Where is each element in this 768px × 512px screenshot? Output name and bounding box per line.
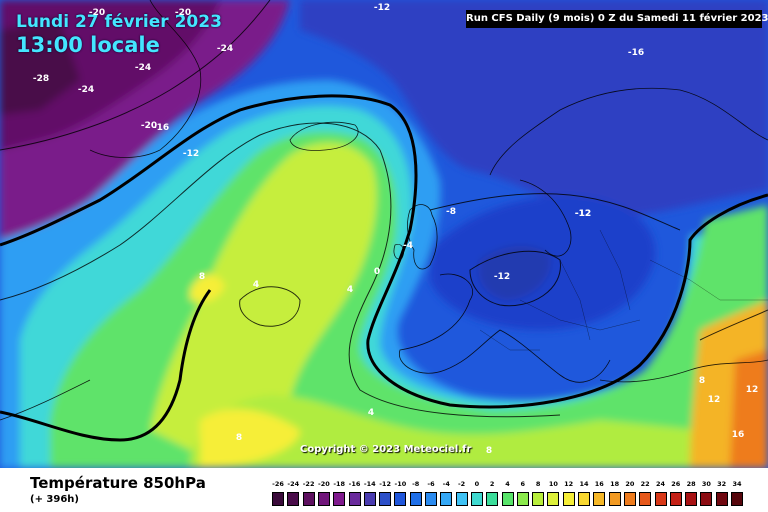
scale-swatch [715, 492, 728, 506]
isotherm-label: 8 [698, 376, 706, 386]
scale-swatch [669, 492, 682, 506]
isotherm-label: -8 [446, 207, 456, 217]
scale-swatch [394, 492, 407, 506]
scale-swatch [547, 492, 560, 506]
scale-swatch [562, 492, 575, 506]
scale-tick-label: 14 [579, 480, 589, 488]
scale-swatch [440, 492, 453, 506]
temperature-map [0, 0, 768, 468]
isotherm-label: -24 [77, 85, 95, 95]
scale-tick-label: -6 [427, 480, 435, 488]
scale-tick-label: -18 [333, 480, 346, 488]
scale-tick-label: -10 [394, 480, 407, 488]
scale-swatch [731, 492, 743, 506]
scale-tick-label: 24 [655, 480, 666, 488]
scale-tick-label: 4 [505, 480, 510, 488]
isotherm-label: 12 [707, 395, 721, 405]
scale-tick-label: 2 [489, 480, 495, 488]
isotherm-label: -24 [134, 63, 152, 73]
scale-tick-label: -24 [287, 480, 300, 488]
scale-swatch [425, 492, 437, 506]
scale-tick-label: 18 [610, 480, 620, 488]
isotherm-label: 0 [373, 267, 381, 277]
scale-swatch [287, 492, 300, 506]
scale-tick-label: -4 [442, 480, 450, 488]
scale-swatch [532, 492, 545, 506]
copyright-notice: Copyright © 2023 Meteociel.fr [300, 444, 472, 455]
isotherm-label: -20 [174, 8, 192, 18]
isotherm-label: 8 [198, 272, 206, 282]
scale-swatch [272, 492, 284, 506]
scale-swatch [348, 492, 361, 506]
scale-swatch [501, 492, 514, 506]
scale-tick-label: 8 [535, 480, 541, 488]
map-title: Température 850hPa [30, 474, 206, 492]
isotherm-label: 4 [346, 285, 354, 295]
scale-swatch [333, 492, 346, 506]
isotherm-label: 8 [485, 446, 493, 456]
isotherm-label: -24 [216, 44, 234, 54]
scale-tick-label: 34 [732, 480, 742, 488]
scale-tick-label: -20 [318, 480, 330, 488]
scale-swatch [608, 492, 621, 506]
scale-tick-label: 30 [701, 480, 711, 488]
isotherm-label: -4 [403, 241, 413, 251]
scale-swatch [486, 492, 499, 506]
scale-swatch [302, 492, 315, 506]
scale-tick-label: 12 [564, 480, 574, 488]
scale-tick-label: 6 [520, 480, 526, 488]
isotherm-label: -12 [493, 272, 511, 282]
scale-tick-label: -26 [272, 480, 284, 488]
isotherm-label: -12 [574, 209, 592, 219]
scale-swatch [623, 492, 636, 506]
isotherm-label: -12 [373, 3, 391, 13]
scale-tick-label: 16 [594, 480, 604, 488]
scale-tick-label: 32 [717, 480, 727, 488]
scale-tick-label: 0 [474, 480, 480, 488]
scale-tick-label: -14 [363, 480, 376, 488]
isotherm-label: 16 [731, 430, 745, 440]
scale-tick-label: 22 [640, 480, 650, 488]
isotherm-label: -16 [627, 48, 645, 58]
scale-swatch [379, 492, 392, 506]
isotherm-label: 12 [745, 385, 759, 395]
scale-tick-label: 26 [671, 480, 681, 488]
isotherm-label: -16 [152, 123, 170, 133]
scale-tick-label: -8 [412, 480, 420, 488]
forecast-time: 13:00 locale [16, 33, 160, 57]
scale-tick-label: -12 [379, 480, 391, 488]
scale-tick-label: -16 [348, 480, 361, 488]
isotherm-label: -28 [32, 74, 50, 84]
scale-swatch [700, 492, 713, 506]
forecast-offset: (+ 396h) [30, 494, 79, 505]
isotherm-label: -12 [574, 209, 592, 219]
scale-swatch [578, 492, 590, 506]
legend-bar: Température 850hPa (+ 396h) -26 -24 -22 -20… [0, 468, 768, 512]
isotherm-label: 8 [235, 433, 243, 443]
scale-tick-label: -2 [457, 480, 466, 488]
scale-tick-label: 20 [625, 480, 635, 488]
scale-swatch [654, 492, 667, 506]
scale-swatch [409, 492, 422, 506]
scale-swatch [363, 492, 376, 506]
scale-swatch [516, 492, 529, 506]
scale-tick-label: 28 [686, 480, 696, 488]
scale-swatch [593, 492, 606, 506]
scale-swatch [470, 492, 483, 506]
scale-swatch [639, 492, 652, 506]
scale-swatch [317, 492, 330, 506]
scale-swatch [685, 492, 698, 506]
scale-tick-label: -22 [302, 480, 315, 488]
isotherm-label: -20 [88, 8, 106, 18]
scale-swatch [455, 492, 468, 506]
isotherm-label: -12 [182, 149, 200, 159]
model-run-banner: Run CFS Daily (9 mois) 0 Z du Samedi 11 … [466, 10, 768, 28]
scale-tick-label: 10 [548, 480, 558, 488]
map-canvas [0, 0, 768, 468]
isotherm-label: -20 [140, 121, 158, 131]
forecast-date: Lundi 27 février 2023 [16, 12, 222, 32]
isotherm-label: 4 [367, 408, 375, 418]
isotherm-label: 4 [252, 280, 260, 290]
